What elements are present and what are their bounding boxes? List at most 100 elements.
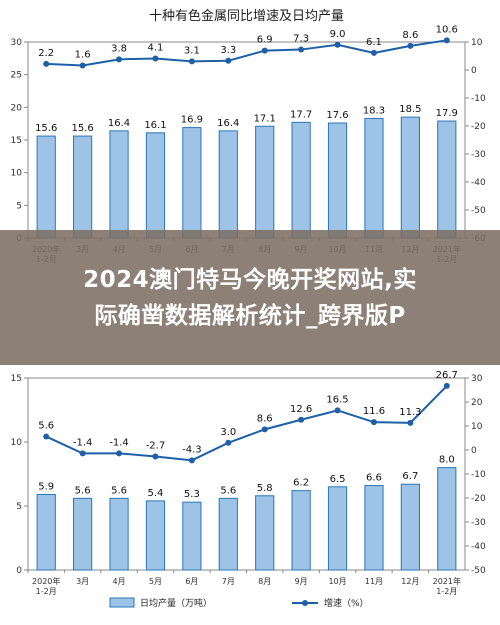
bottom-growth-point — [334, 407, 341, 414]
bottom-bar-value-label: 5.9 — [38, 481, 54, 492]
bottom-growth-value-label: 11.6 — [363, 406, 385, 417]
bottom-bar-value-label: 5.6 — [75, 485, 91, 496]
top-growth-value-label: 9.0 — [330, 29, 346, 40]
top-left-tick-label: 15 — [11, 136, 22, 146]
bottom-bar-value-label: 6.2 — [293, 478, 309, 489]
top-growth-value-label: 3.3 — [220, 45, 236, 56]
bottom-bar-value-label: 5.6 — [220, 485, 236, 496]
bottom-growth-point — [370, 419, 377, 426]
legend-bar-label: 日均产量（万吨） — [140, 597, 212, 609]
top-bar-value-label: 18.3 — [363, 105, 385, 116]
top-growth-point — [152, 55, 159, 62]
top-bar — [291, 121, 311, 239]
top-growth-point — [370, 49, 377, 56]
bottom-growth-value-label: 3.0 — [220, 427, 236, 438]
top-growth-point — [443, 37, 450, 44]
bottom-growth-line — [45, 385, 448, 462]
top-bar-value-label: 17.6 — [326, 110, 348, 121]
bottom-bar-value-label: 8.0 — [439, 455, 455, 466]
bottom-left-tick-label: 10 — [11, 438, 23, 448]
bottom-x-tick-label: 3月 — [76, 577, 89, 586]
top-bar — [364, 117, 384, 239]
bottom-growth-value-label: -1.4 — [73, 437, 93, 448]
bottom-bar-value-label: 5.4 — [148, 488, 164, 499]
top-growth-point — [298, 46, 305, 53]
top-plot-frame — [27, 41, 466, 239]
top-right-tick-label: 10 — [471, 38, 483, 48]
top-growth-point — [188, 58, 195, 65]
bottom-bar — [182, 501, 202, 571]
top-bar — [400, 116, 420, 239]
top-bar — [437, 120, 457, 239]
top-left-tick-label: 20 — [11, 103, 23, 113]
top-bar — [255, 125, 275, 239]
top-bar-value-label: 18.5 — [399, 104, 421, 115]
top-bar — [218, 130, 238, 239]
bottom-growth-point — [443, 382, 450, 389]
bottom-x-tick-label: 10月 — [328, 577, 346, 586]
top-left-tick-label: 10 — [11, 169, 23, 179]
top-bar — [109, 130, 129, 239]
bottom-bar — [218, 497, 238, 571]
top-growth-point — [79, 62, 86, 69]
bottom-growth-point — [225, 439, 232, 446]
top-growth-point — [116, 56, 123, 63]
top-bar-value-label: 16.9 — [181, 115, 203, 126]
bottom-growth-point — [298, 416, 305, 423]
bottom-x-tick-label: 5月 — [149, 577, 162, 586]
bottom-x-tick-label: 8月 — [258, 577, 271, 586]
top-growth-point — [43, 60, 50, 67]
bottom-right-tick-label: -50 — [471, 566, 486, 576]
bottom-bar — [36, 493, 56, 571]
bottom-bar — [73, 497, 93, 571]
bottom-growth-value-label: 8.6 — [257, 413, 273, 424]
top-growth-value-label: 3.8 — [111, 43, 127, 54]
legend-line-label: 增速（%） — [324, 597, 369, 609]
bottom-x-tick-label: 4月 — [112, 577, 125, 586]
bottom-x-tick-label: 2020年 1-2月 — [32, 576, 60, 596]
bottom-right-tick-label: -30 — [471, 518, 486, 528]
overlay-banner: 2024澳门特马今晚开奖网站,实 际确凿数据解析统计_跨界版P — [0, 230, 500, 365]
bottom-bar-value-label: 5.3 — [184, 489, 200, 500]
bottom-growth-value-label: -2.7 — [146, 440, 166, 451]
top-left-tick-label: 25 — [11, 71, 22, 81]
bottom-right-tick-label: 0 — [471, 446, 477, 456]
bottom-growth-value-label: -1.4 — [109, 437, 129, 448]
bottom-left-tick-label: 15 — [11, 374, 22, 384]
top-bar — [36, 135, 56, 239]
bottom-bar — [109, 497, 129, 571]
bottom-x-tick-label: 9月 — [295, 577, 308, 586]
bottom-growth-value-label: -4.3 — [182, 444, 202, 455]
bottom-bar-value-label: 5.6 — [111, 485, 127, 496]
legend-bar-swatch — [109, 597, 135, 608]
bottom-growth-point — [188, 457, 195, 464]
top-bar-value-label: 17.1 — [254, 113, 276, 124]
bottom-right-tick-label: -10 — [471, 470, 486, 480]
top-bar-value-label: 16.4 — [108, 118, 130, 129]
bottom-right-tick-label: 30 — [471, 374, 483, 384]
bottom-growth-point — [79, 450, 86, 457]
bottom-growth-value-label: 5.6 — [38, 421, 54, 432]
bottom-bar — [291, 490, 311, 571]
bottom-x-tick-label: 11月 — [365, 577, 383, 586]
top-growth-value-label: 3.1 — [184, 45, 200, 56]
top-growth-point — [407, 42, 414, 49]
bottom-growth-value-label: 26.7 — [436, 370, 458, 381]
bottom-right-tick-label: 10 — [471, 422, 483, 432]
top-bar-value-label: 15.6 — [71, 123, 93, 134]
bottom-growth-point — [43, 433, 50, 440]
top-growth-value-label: 6.1 — [366, 37, 382, 48]
legend-line-marker — [302, 600, 308, 606]
top-growth-value-label: 1.6 — [75, 50, 91, 61]
top-bar — [145, 132, 166, 239]
top-bar-value-label: 16.4 — [217, 118, 239, 129]
top-growth-line — [46, 39, 447, 67]
top-growth-point — [261, 47, 268, 54]
bottom-growth-point — [152, 453, 159, 460]
bottom-bar — [364, 485, 384, 571]
bottom-right-tick-label: -20 — [471, 494, 486, 504]
bottom-bar — [400, 483, 420, 571]
top-right-tick-label: -10 — [471, 94, 486, 104]
top-bar — [327, 122, 348, 239]
